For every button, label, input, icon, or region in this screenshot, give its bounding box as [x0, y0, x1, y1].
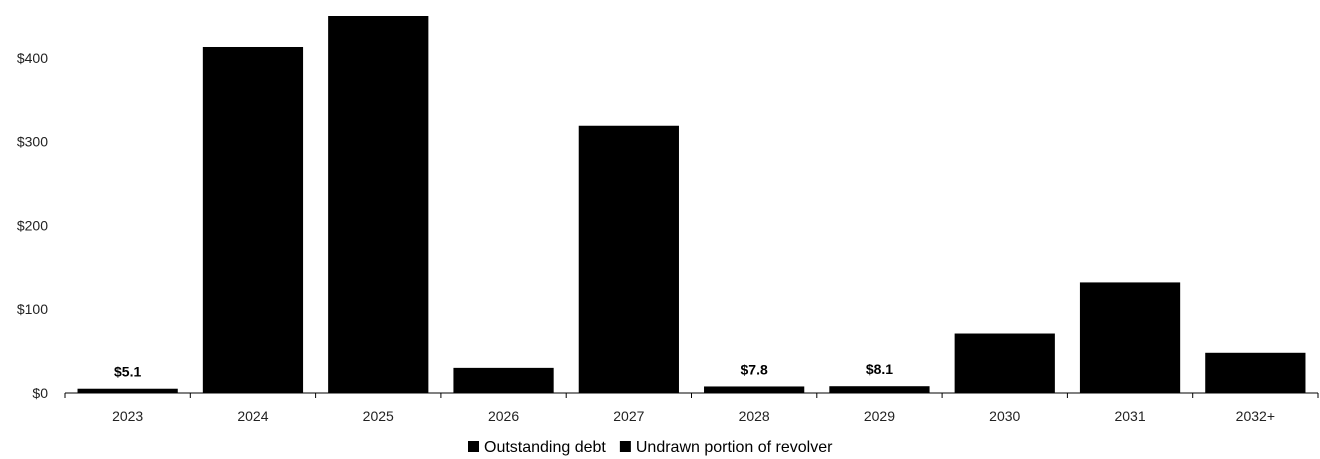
legend-item: Undrawn portion of revolver	[619, 439, 833, 456]
bar	[578, 125, 679, 393]
x-tick-label: 2023	[112, 408, 143, 424]
x-tick-label: 2025	[363, 408, 394, 424]
legend-swatch	[619, 441, 631, 452]
x-tick-label: 2028	[739, 408, 770, 424]
bars	[77, 16, 1306, 394]
bar	[202, 46, 304, 394]
bar	[954, 333, 1055, 393]
data-label: $5.1	[114, 364, 141, 380]
legend-label: Undrawn portion of revolver	[636, 439, 833, 456]
data-labels: $5.1 $7.8 $8.1	[114, 361, 893, 380]
x-tick-label: 2029	[864, 408, 895, 424]
y-tick-label: $200	[17, 217, 48, 233]
bar	[829, 386, 930, 393]
data-label: $7.8	[741, 361, 768, 377]
x-ticks: 2023 2024 2025 2026 2027 2028 2029 2030 2031 2032…	[64, 393, 1319, 424]
legend: Outstanding debt Undrawn portion of revol…	[468, 439, 833, 456]
x-tick-label: 2031	[1114, 408, 1145, 424]
y-tick-label: $300	[17, 134, 48, 150]
y-axis: $0 $100 $200 $300 $400	[17, 50, 48, 401]
bar	[1205, 352, 1306, 393]
x-tick-label: 2032+	[1236, 408, 1275, 424]
legend-label: Outstanding debt	[484, 439, 606, 456]
y-tick-label: $400	[17, 50, 48, 66]
y-tick-label: $100	[17, 301, 48, 317]
bar	[1079, 282, 1181, 393]
x-tick-label: 2026	[488, 408, 519, 424]
bar	[328, 16, 429, 393]
bar	[704, 386, 805, 393]
bar	[77, 388, 178, 393]
x-tick-label: 2024	[237, 408, 268, 424]
legend-swatch	[468, 441, 479, 452]
y-tick-label: $0	[32, 385, 48, 401]
legend-item: Outstanding debt	[468, 439, 606, 456]
data-label: $8.1	[866, 361, 893, 377]
x-tick-label: 2027	[613, 408, 644, 424]
x-tick-label: 2030	[989, 408, 1020, 424]
bar	[453, 367, 554, 393]
